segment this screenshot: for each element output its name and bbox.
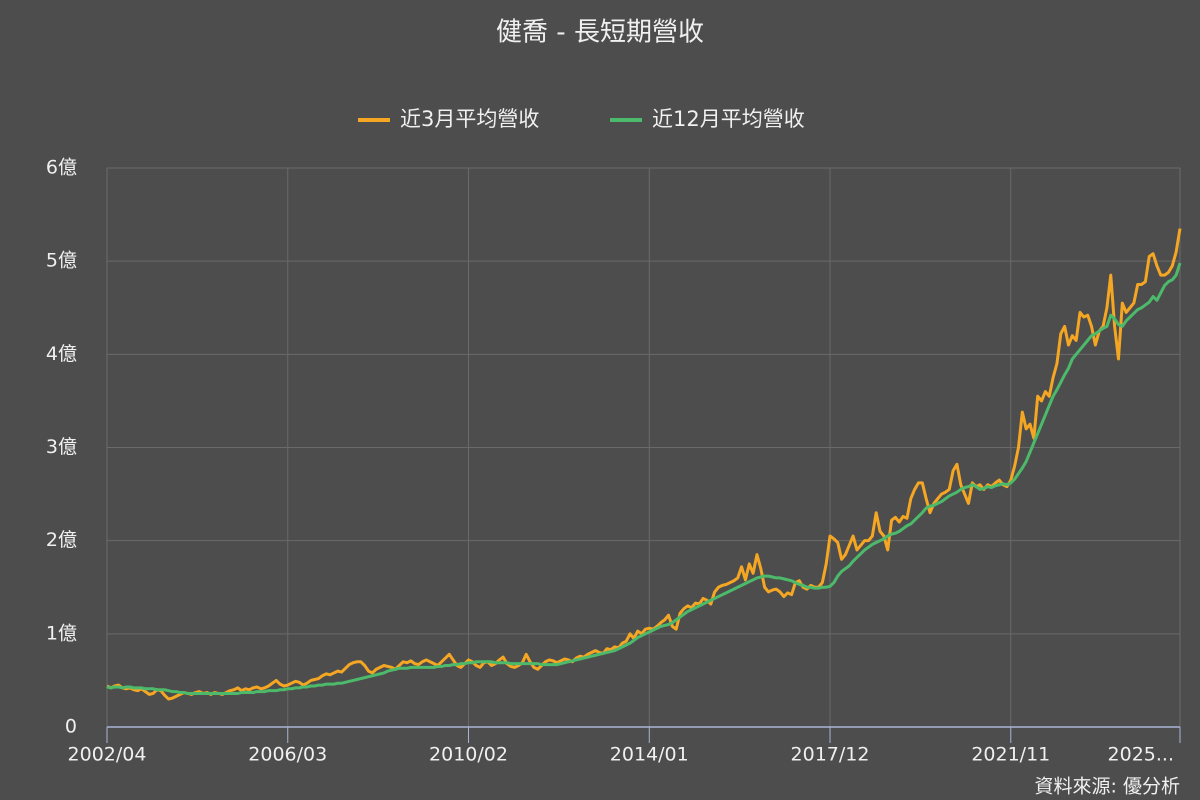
y-tick-label: 2億 xyxy=(46,529,77,551)
x-tick-label: 2014/01 xyxy=(610,744,689,766)
source: 資料來源: 優分析 xyxy=(1035,776,1180,798)
x-tick-label: 2025... xyxy=(1108,744,1174,766)
y-tick-label: 3億 xyxy=(46,436,77,458)
series-line xyxy=(106,262,1182,695)
x-tick-label: 2017/12 xyxy=(791,744,870,766)
series-line xyxy=(106,228,1182,701)
legend-label: 近12月平均營收 xyxy=(652,107,805,131)
x-tick-label: 2010/02 xyxy=(429,744,508,766)
y-tick-label: 1億 xyxy=(46,622,77,644)
chart-title: 健喬 - 長短期營收 xyxy=(496,18,704,48)
y-tick-label: 5億 xyxy=(46,250,77,272)
x-tick-label: 2002/04 xyxy=(68,744,147,766)
y-tick-label: 6億 xyxy=(46,157,77,179)
y-tick-label: 4億 xyxy=(46,343,77,365)
y-tick-label: 0 xyxy=(65,716,77,738)
legend-label: 近3月平均營收 xyxy=(400,107,539,131)
x-tick-label: 2006/03 xyxy=(248,744,327,766)
x-tick-label: 2021/11 xyxy=(971,744,1050,766)
